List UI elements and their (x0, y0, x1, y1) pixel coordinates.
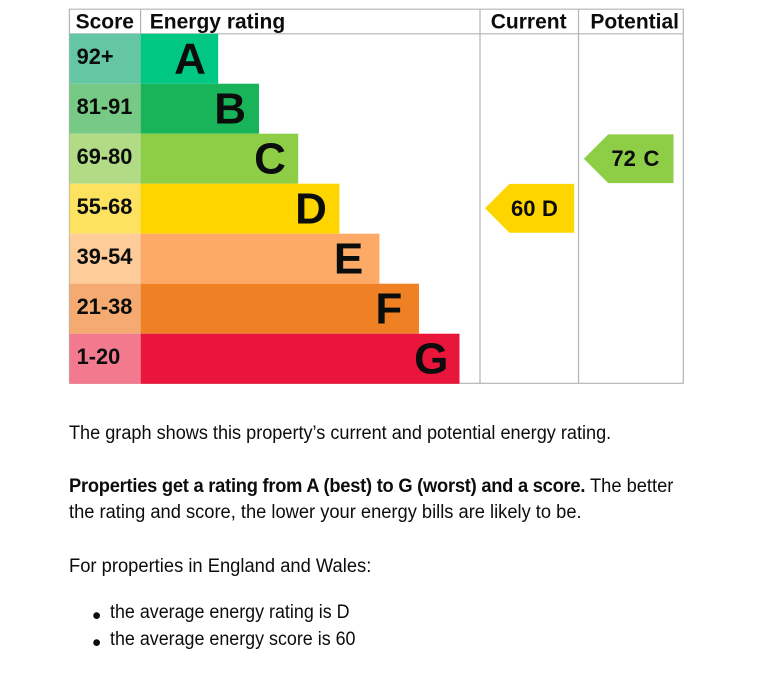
svg-text:E: E (334, 235, 363, 284)
svg-text:F: F (375, 285, 402, 334)
svg-text:Potential: Potential (590, 11, 679, 34)
svg-text:C: C (644, 146, 660, 171)
svg-text:D: D (295, 185, 327, 234)
svg-text:21-38: 21-38 (77, 294, 133, 319)
svg-text:A: A (174, 35, 206, 84)
svg-text:60: 60 (511, 196, 535, 221)
svg-text:69-80: 69-80 (77, 144, 133, 169)
svg-text:81-91: 81-91 (77, 94, 133, 119)
svg-text:Score: Score (76, 11, 134, 34)
svg-text:1-20: 1-20 (77, 344, 121, 369)
svg-text:Energy rating: Energy rating (150, 11, 285, 34)
svg-text:D: D (542, 196, 558, 221)
svg-text:72: 72 (611, 146, 635, 171)
svg-text:39-54: 39-54 (77, 244, 133, 269)
svg-text:B: B (214, 85, 246, 134)
svg-text:55-68: 55-68 (77, 194, 133, 219)
svg-text:C: C (254, 135, 286, 184)
svg-text:Current: Current (491, 11, 567, 34)
svg-text:92+: 92+ (77, 44, 114, 69)
svg-text:G: G (414, 335, 448, 384)
